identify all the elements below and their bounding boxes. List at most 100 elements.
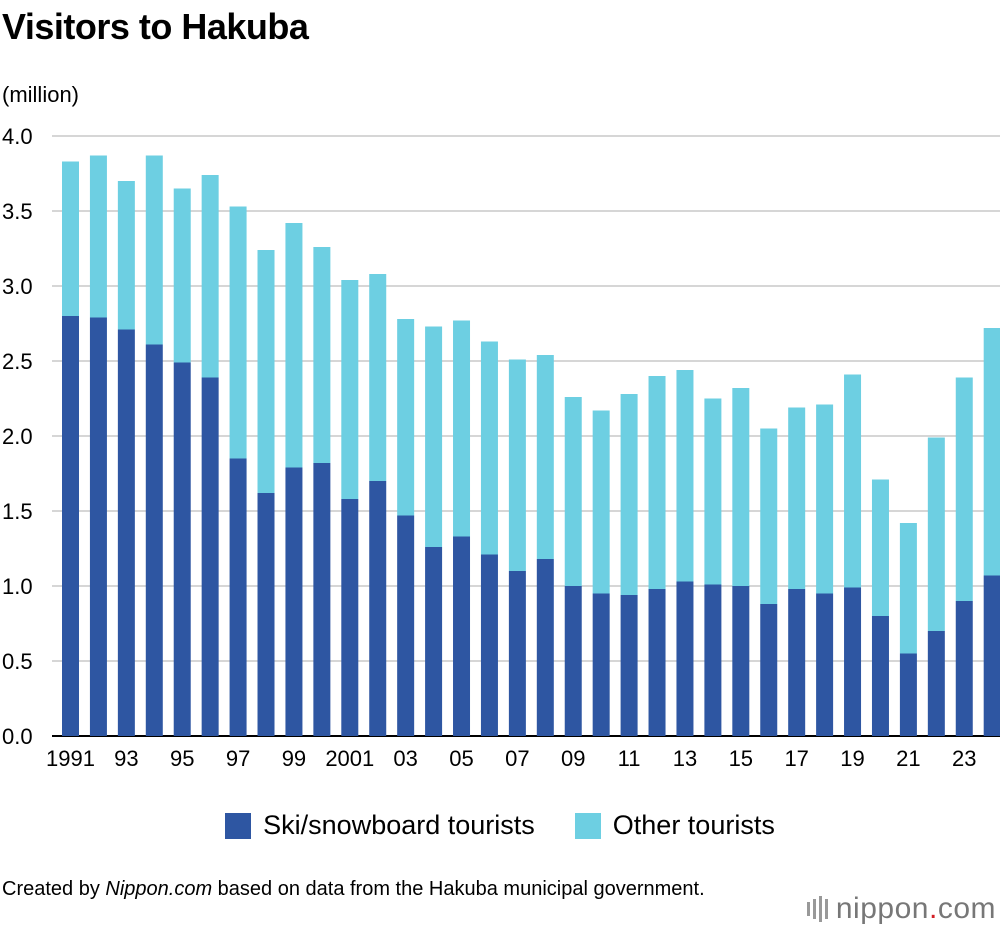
bar-other bbox=[117, 181, 135, 330]
legend-item-other: Other tourists bbox=[574, 810, 775, 841]
y-tick-label: 1.0 bbox=[2, 574, 33, 599]
x-tick-label: 1991 bbox=[46, 746, 95, 771]
bar-ski bbox=[760, 604, 778, 736]
bar-ski bbox=[201, 377, 219, 736]
y-tick-label: 0.5 bbox=[2, 649, 33, 674]
x-tick-label: 95 bbox=[170, 746, 194, 771]
bar-ski bbox=[341, 499, 359, 736]
x-tick-label: 99 bbox=[282, 746, 306, 771]
y-tick-label: 3.5 bbox=[2, 199, 33, 224]
bar-other bbox=[62, 161, 79, 316]
x-tick-label: 11 bbox=[618, 746, 641, 771]
x-tick-labels: 1991 93 95 97 99 2001 03 05 07 09 11 13 15 17 19 21 23 bbox=[46, 746, 976, 771]
bar-other bbox=[732, 388, 750, 586]
bar-ski bbox=[648, 589, 666, 736]
x-tick-label: 03 bbox=[393, 746, 417, 771]
bar-other bbox=[844, 374, 862, 588]
bar-other bbox=[592, 410, 610, 594]
bar-other bbox=[899, 523, 917, 654]
credit-prefix: Created by bbox=[2, 878, 106, 900]
legend-label-other: Other tourists bbox=[612, 810, 775, 840]
y-tick-label: 3.0 bbox=[2, 274, 33, 299]
x-tick-label: 09 bbox=[561, 746, 585, 771]
bar-other bbox=[313, 247, 331, 463]
source-credit: Created by Nippon.com based on data from… bbox=[2, 876, 705, 903]
bar-other bbox=[788, 407, 806, 589]
bar-other bbox=[369, 274, 387, 481]
x-tick-label: 17 bbox=[784, 746, 808, 771]
bar-ski bbox=[788, 589, 806, 736]
bar-ski bbox=[676, 581, 694, 736]
bar-other bbox=[955, 377, 973, 601]
x-tick-label: 21 bbox=[896, 746, 920, 771]
bar-ski bbox=[899, 653, 917, 736]
bar-ski bbox=[564, 586, 582, 736]
legend-swatch-ski bbox=[225, 812, 252, 839]
bar-ski bbox=[425, 547, 443, 736]
bar-other bbox=[816, 404, 834, 594]
bar-ski bbox=[536, 559, 554, 736]
bar-ski bbox=[927, 631, 945, 736]
bar-other bbox=[425, 326, 443, 547]
bar-other bbox=[453, 320, 471, 537]
y-tick-label: 4.0 bbox=[2, 124, 33, 149]
bar-other bbox=[229, 206, 247, 459]
bar-ski bbox=[480, 554, 498, 736]
bar-ski bbox=[145, 344, 163, 736]
bar-other bbox=[871, 479, 889, 616]
bar-ski bbox=[620, 595, 638, 736]
credit-source: Nippon.com bbox=[105, 878, 213, 900]
legend-item-ski: Ski/snowboard tourists bbox=[225, 810, 535, 841]
legend-label-ski: Ski/snowboard tourists bbox=[263, 810, 535, 840]
bar-other bbox=[564, 397, 582, 586]
bar-ski bbox=[704, 584, 722, 736]
bar-ski bbox=[313, 463, 331, 736]
x-tick-label: 97 bbox=[226, 746, 250, 771]
bar-other bbox=[927, 437, 945, 631]
bar-ski bbox=[871, 616, 889, 736]
legend: Ski/snowboard tourists Other tourists bbox=[0, 810, 1000, 841]
bar-ski bbox=[508, 571, 526, 736]
bar-ski bbox=[983, 575, 1000, 736]
bar-other bbox=[508, 359, 526, 571]
logo-mark-icon bbox=[806, 896, 828, 922]
x-tick-label: 93 bbox=[114, 746, 138, 771]
y-axis-unit: (million) bbox=[2, 82, 79, 107]
bar-ski bbox=[117, 329, 135, 736]
bar-ski bbox=[732, 586, 750, 736]
x-tick-label: 23 bbox=[952, 746, 976, 771]
bar-other bbox=[145, 155, 163, 345]
logo-text: nippon.com bbox=[835, 892, 996, 925]
legend-swatch-other bbox=[574, 812, 601, 839]
bar-ski bbox=[453, 536, 471, 736]
bar-other bbox=[620, 394, 638, 595]
bar-other bbox=[676, 370, 694, 582]
bar-ski bbox=[844, 587, 862, 736]
stacked-bar-chart: 0.0 0.5 1.0 1.5 2.0 2.5 3.0 3.5 4.0 1991 93 95 97 99… bbox=[2, 124, 1000, 771]
x-tick-label: 2001 bbox=[325, 746, 374, 771]
bar-ski bbox=[955, 601, 973, 736]
bar-other bbox=[983, 328, 1000, 576]
x-tick-label: 19 bbox=[840, 746, 864, 771]
bar-ski bbox=[89, 317, 107, 736]
y-tick-label: 0.0 bbox=[2, 724, 33, 749]
bar-ski bbox=[397, 515, 415, 736]
bar-other bbox=[760, 428, 778, 604]
bar-other bbox=[201, 175, 219, 378]
bar-other bbox=[257, 250, 275, 493]
bar-other bbox=[480, 341, 498, 555]
bar-ski bbox=[369, 481, 387, 736]
credit-suffix: based on data from the Hakuba municipal … bbox=[212, 878, 705, 900]
x-tick-label: 05 bbox=[449, 746, 473, 771]
bar-other bbox=[285, 223, 303, 468]
bar-ski bbox=[62, 316, 79, 736]
y-tick-labels: 0.0 0.5 1.0 1.5 2.0 2.5 3.0 3.5 4.0 bbox=[2, 124, 33, 749]
bar-other bbox=[173, 188, 191, 363]
x-tick-label: 07 bbox=[505, 746, 529, 771]
nippon-logo: nippon.com bbox=[806, 892, 996, 926]
bar-ski bbox=[285, 467, 303, 736]
bar-ski bbox=[173, 362, 191, 736]
y-tick-label: 2.5 bbox=[2, 349, 33, 374]
bar-other bbox=[89, 155, 107, 318]
bars bbox=[62, 155, 1000, 736]
